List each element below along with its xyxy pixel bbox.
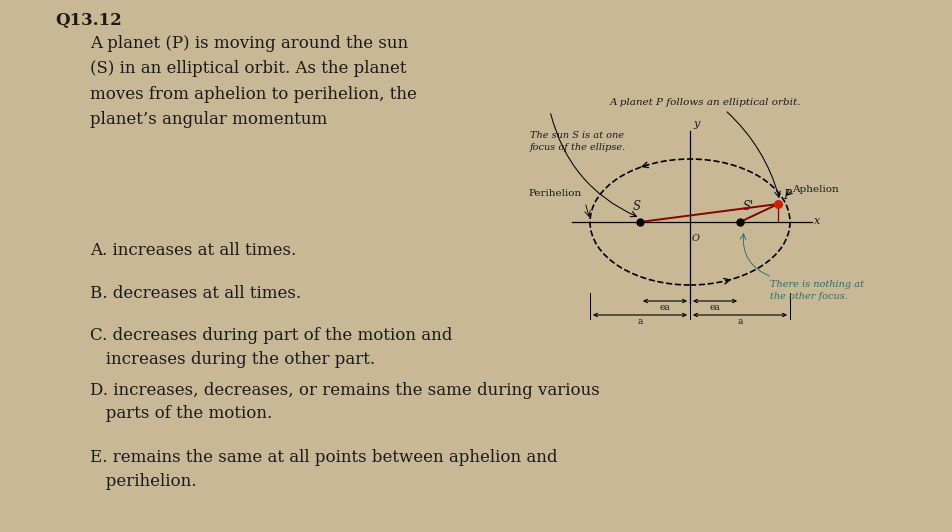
Text: C. decreases during part of the motion and
   increases during the other part.: C. decreases during part of the motion a…	[90, 327, 452, 368]
Text: a: a	[637, 317, 643, 326]
Text: O: O	[692, 234, 700, 243]
Text: S': S'	[743, 200, 754, 213]
Text: Q13.12: Q13.12	[55, 12, 122, 29]
Text: B. decreases at all times.: B. decreases at all times.	[90, 285, 301, 302]
Text: A planet (P) is moving around the sun
(S) in an elliptical orbit. As the planet
: A planet (P) is moving around the sun (S…	[90, 35, 417, 128]
Text: ea: ea	[709, 303, 721, 312]
Text: The sun S is at one
focus of the ellipse.: The sun S is at one focus of the ellipse…	[530, 131, 626, 152]
Text: S: S	[633, 200, 641, 213]
Text: P: P	[783, 189, 791, 202]
Text: Aphelion: Aphelion	[792, 186, 839, 195]
Text: ea: ea	[660, 303, 670, 312]
Text: D. increases, decreases, or remains the same during various
   parts of the moti: D. increases, decreases, or remains the …	[90, 382, 600, 422]
Text: x: x	[814, 216, 821, 226]
Text: A. increases at all times.: A. increases at all times.	[90, 242, 296, 259]
Text: There is nothing at
the other focus.: There is nothing at the other focus.	[770, 280, 864, 301]
Text: Perihelion: Perihelion	[528, 189, 582, 198]
Text: y: y	[693, 119, 700, 129]
Text: A planet P follows an elliptical orbit.: A planet P follows an elliptical orbit.	[609, 98, 801, 107]
Text: a: a	[737, 317, 743, 326]
Text: E. remains the same at all points between aphelion and
   perihelion.: E. remains the same at all points betwee…	[90, 449, 558, 489]
